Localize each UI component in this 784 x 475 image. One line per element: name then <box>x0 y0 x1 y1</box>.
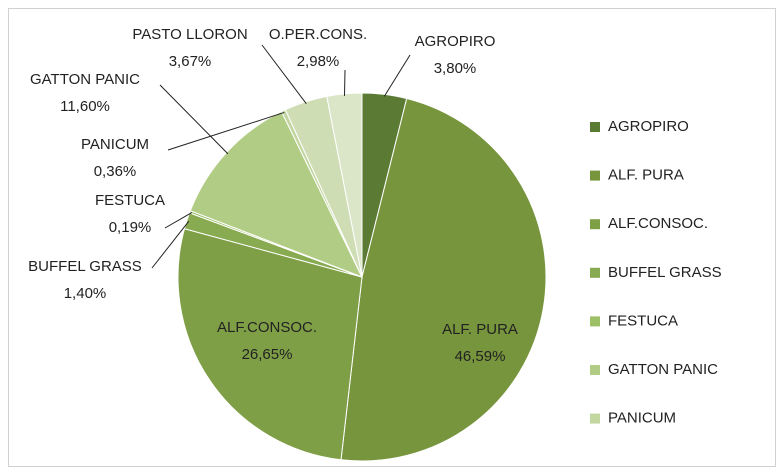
legend-swatch <box>590 365 600 375</box>
legend-swatch <box>590 170 600 181</box>
slice-label: ALF. PURA <box>442 321 518 338</box>
leader-line <box>167 111 285 151</box>
slice-value-label: 26,65% <box>242 346 293 363</box>
leader-line <box>159 84 229 155</box>
legend-label: AGROPIRO <box>608 118 689 135</box>
legend-label: PANICUM <box>608 410 676 427</box>
slice-label: FESTUCA <box>95 192 165 209</box>
slice-label: O.PER.CONS. <box>269 26 367 43</box>
leader-line <box>151 221 190 269</box>
legend-label: ALF.CONSOC. <box>608 215 708 232</box>
leader-line <box>383 54 411 97</box>
legend-label: FESTUCA <box>608 312 678 329</box>
slice-value-label: 0,36% <box>94 163 137 180</box>
pie-slice <box>177 228 363 461</box>
slice-label: AGROPIRO <box>415 33 496 50</box>
slice-label: BUFFEL GRASS <box>28 258 142 275</box>
slice-value-label: 1,40% <box>64 285 107 302</box>
legend-label: GATTON PANIC <box>608 361 718 378</box>
slice-value-label: 3,80% <box>434 60 477 77</box>
legend-swatch <box>590 413 600 424</box>
legend-label: BUFFEL GRASS <box>608 264 722 281</box>
legend-swatch <box>590 219 600 230</box>
legend-swatch <box>590 122 600 132</box>
legend-label: ALF. PURA <box>608 167 684 184</box>
slice-value-label: 2,98% <box>297 53 340 70</box>
legend-swatch <box>590 316 600 327</box>
legend-swatch <box>590 267 600 278</box>
slice-label: ALF.CONSOC. <box>217 319 317 336</box>
slice-value-label: 11,60% <box>60 98 110 115</box>
slice-label: PANICUM <box>81 136 149 153</box>
slice-value-label: 46,59% <box>455 348 506 365</box>
slice-value-label: 0,19% <box>109 219 152 236</box>
pie-slice <box>340 97 547 462</box>
leader-line <box>261 44 307 105</box>
slice-label: GATTON PANIC <box>30 71 140 88</box>
slice-label: PASTO LLORON <box>132 26 247 43</box>
slice-value-label: 3,67% <box>169 53 212 70</box>
leader-line <box>164 212 193 229</box>
